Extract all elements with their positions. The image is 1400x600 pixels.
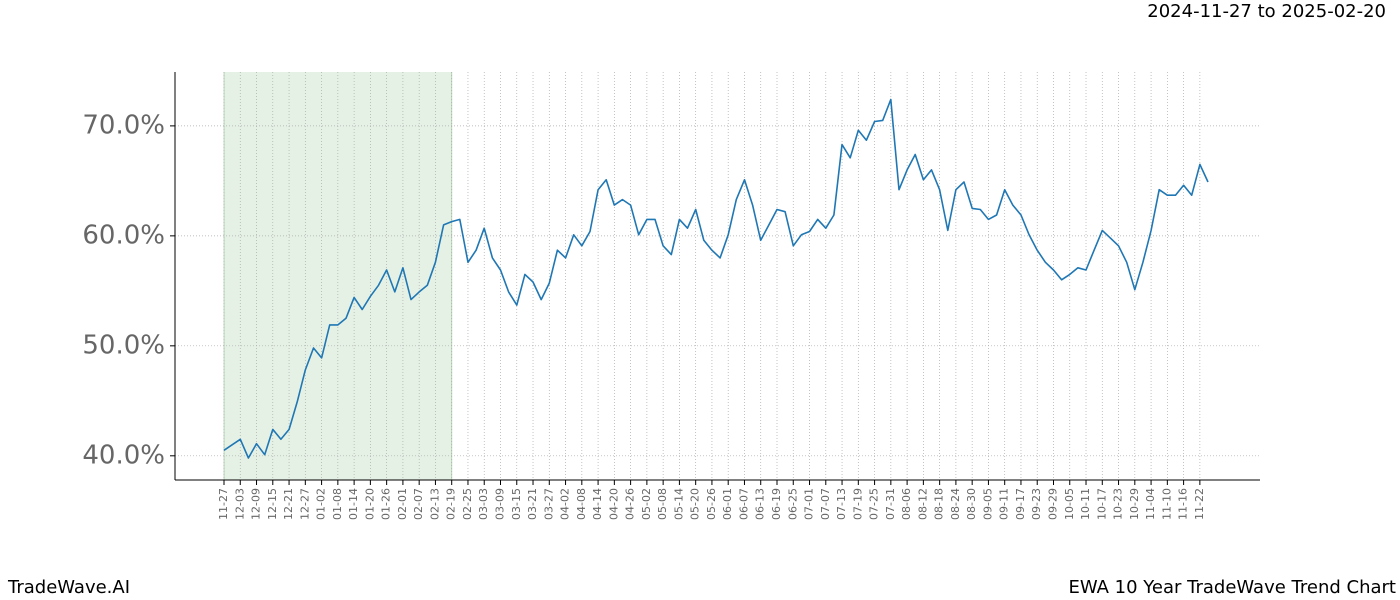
x-tick-label: 01-02 — [315, 488, 328, 520]
y-tick-label: 70.0% — [82, 110, 165, 140]
x-tick-label: 10-17 — [1095, 488, 1108, 520]
x-tick-label: 01-08 — [331, 488, 344, 520]
x-tick-label: 03-03 — [477, 488, 490, 520]
x-tick-label: 11-22 — [1193, 488, 1206, 520]
x-tick-label: 10-23 — [1112, 488, 1125, 520]
x-tick-label: 09-11 — [998, 488, 1011, 520]
x-tick-label: 04-14 — [591, 488, 604, 520]
x-tick-label: 04-02 — [559, 488, 572, 520]
x-tick-label: 07-01 — [803, 488, 816, 520]
x-tick-label: 11-10 — [1160, 488, 1173, 520]
x-tick-label: 09-05 — [981, 488, 994, 520]
x-tick-label: 01-14 — [347, 488, 360, 520]
series-line — [223, 98, 1209, 459]
x-tick-label: 06-07 — [737, 488, 750, 520]
x-tick-label: 12-09 — [250, 488, 263, 520]
x-tick-label: 03-15 — [510, 488, 523, 520]
x-tick-label: 03-09 — [493, 488, 506, 520]
x-tick-label: 08-18 — [933, 488, 946, 520]
x-tick-label: 10-11 — [1079, 488, 1092, 520]
brand: TradeWave.AI — [7, 577, 130, 598]
x-tick-label: 07-13 — [835, 488, 848, 520]
x-tick-label: 09-17 — [1014, 488, 1027, 520]
y-tick-label: 60.0% — [82, 220, 165, 250]
x-tick-label: 07-25 — [868, 488, 881, 520]
date-range: 2024-11-27 to 2025-02-20 — [1147, 1, 1386, 22]
x-tick-label: 07-07 — [819, 488, 832, 520]
x-tick-label: 06-01 — [721, 488, 734, 520]
x-tick-label: 08-12 — [916, 488, 929, 520]
x-tick-label: 12-03 — [233, 488, 246, 520]
x-tick-label: 03-27 — [542, 488, 555, 520]
x-tick-label: 04-08 — [575, 488, 588, 520]
x-tick-label: 03-21 — [526, 488, 539, 520]
y-tick-label: 50.0% — [82, 330, 165, 360]
x-tick-label: 06-13 — [754, 488, 767, 520]
x-tick-label: 08-24 — [949, 488, 962, 520]
x-tick-label: 11-16 — [1177, 488, 1190, 520]
x-tick-label: 05-14 — [672, 488, 685, 520]
x-tick-label: 05-08 — [656, 488, 669, 520]
x-tick-label: 04-26 — [624, 488, 637, 520]
x-tick-label: 01-20 — [363, 488, 376, 520]
x-tick-label: 06-19 — [770, 488, 783, 520]
x-tick-label: 04-20 — [607, 488, 620, 520]
x-tick-label: 05-20 — [689, 488, 702, 520]
y-tick-label: 40.0% — [82, 440, 165, 470]
x-tick-label: 11-04 — [1144, 488, 1157, 520]
x-tick-label: 08-30 — [965, 488, 978, 520]
x-tick-label: 07-31 — [884, 488, 897, 520]
x-tick-label: 02-01 — [396, 488, 409, 520]
x-tick-label: 12-21 — [282, 488, 295, 520]
x-tick-label: 07-19 — [851, 488, 864, 520]
x-tick-label: 05-26 — [705, 488, 718, 520]
x-tick-label: 08-06 — [900, 488, 913, 520]
x-tick-label: 05-02 — [640, 488, 653, 520]
x-tick-label: 10-05 — [1063, 488, 1076, 520]
x-tick-label: 02-13 — [428, 488, 441, 520]
x-tick-label: 09-23 — [1030, 488, 1043, 520]
x-tick-label: 02-07 — [412, 488, 425, 520]
chart-title: EWA 10 Year TradeWave Trend Chart — [1068, 577, 1396, 598]
x-tick-label: 02-25 — [461, 488, 474, 520]
x-tick-label: 11-27 — [217, 488, 230, 520]
x-tick-label: 01-26 — [380, 488, 393, 520]
x-tick-label: 06-25 — [786, 488, 799, 520]
x-tick-label: 12-15 — [266, 488, 279, 520]
x-tick-label: 09-29 — [1046, 488, 1059, 520]
x-tick-label: 10-29 — [1128, 488, 1141, 520]
x-tick-label: 02-19 — [445, 488, 458, 520]
x-tick-label: 12-27 — [298, 488, 311, 520]
